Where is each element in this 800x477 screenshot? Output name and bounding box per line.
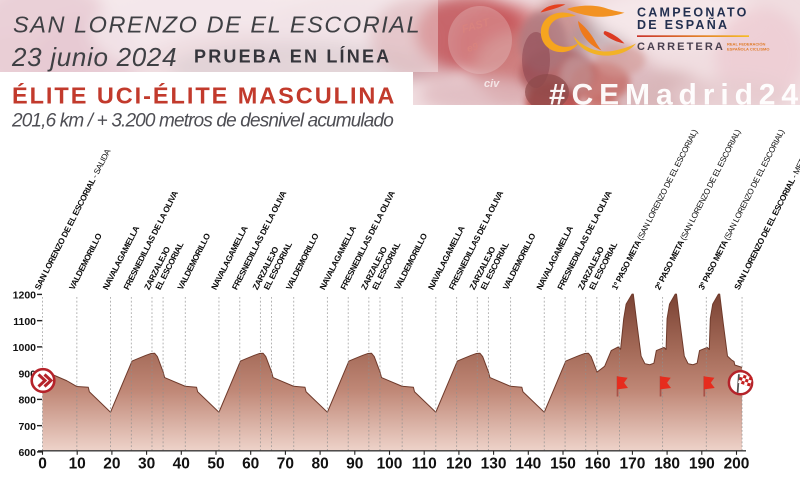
svg-text:#CEMadrid24: #CEMadrid24 xyxy=(549,79,800,112)
svg-text:e9: e9 xyxy=(466,41,480,55)
svg-text:1200: 1200 xyxy=(13,290,37,302)
svg-text:40: 40 xyxy=(173,455,190,472)
svg-text:600: 600 xyxy=(18,447,36,459)
svg-text:160: 160 xyxy=(585,455,611,472)
svg-text:10: 10 xyxy=(69,455,86,472)
svg-text:civ: civ xyxy=(484,78,500,90)
svg-text:50: 50 xyxy=(207,455,224,472)
svg-text:700: 700 xyxy=(18,421,36,433)
svg-text:CARRETERA: CARRETERA xyxy=(637,41,725,53)
svg-text:SAN LORENZO DE EL ESCORIAL: SAN LORENZO DE EL ESCORIAL xyxy=(13,12,421,38)
svg-text:80: 80 xyxy=(311,455,328,472)
svg-text:DE ESPAÑA: DE ESPAÑA xyxy=(637,17,729,32)
svg-text:REAL FEDERACIÓN: REAL FEDERACIÓN xyxy=(727,42,765,47)
svg-text:110: 110 xyxy=(412,455,437,472)
svg-text:30: 30 xyxy=(138,455,155,472)
svg-text:120: 120 xyxy=(446,455,472,472)
svg-text:0: 0 xyxy=(38,455,47,472)
svg-text:20: 20 xyxy=(103,455,120,472)
svg-text:130: 130 xyxy=(481,455,507,472)
svg-text:800: 800 xyxy=(18,395,36,407)
svg-text:60: 60 xyxy=(242,455,259,472)
svg-text:ESPAÑOLA CICLISMO: ESPAÑOLA CICLISMO xyxy=(727,47,769,52)
svg-text:PRUEBA EN LÍNEA: PRUEBA EN LÍNEA xyxy=(194,46,391,67)
svg-text:180: 180 xyxy=(654,455,680,472)
svg-text:140: 140 xyxy=(515,455,541,472)
svg-text:90: 90 xyxy=(346,455,363,472)
svg-text:ÉLITE UCI-ÉLITE MASCULINA: ÉLITE UCI-ÉLITE MASCULINA xyxy=(12,82,396,109)
svg-text:CAMPEONATO: CAMPEONATO xyxy=(637,6,749,20)
svg-text:1000: 1000 xyxy=(13,342,37,354)
svg-text:170: 170 xyxy=(619,455,645,472)
svg-text:23 junio 2024: 23 junio 2024 xyxy=(11,42,177,72)
svg-text:200: 200 xyxy=(724,455,750,472)
svg-text:70: 70 xyxy=(277,455,294,472)
svg-text:100: 100 xyxy=(377,455,403,472)
svg-text:1100: 1100 xyxy=(13,316,36,328)
svg-text:150: 150 xyxy=(550,455,576,472)
svg-text:190: 190 xyxy=(689,455,715,472)
svg-text:201,6 km / + 3.200 metros de d: 201,6 km / + 3.200 metros de desnivel ac… xyxy=(11,111,393,132)
